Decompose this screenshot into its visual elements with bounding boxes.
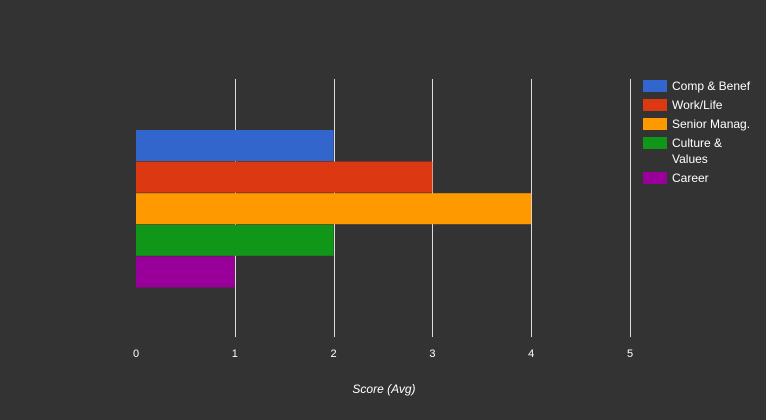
legend-label-line: Work/Life [672,98,723,112]
legend-label: Culture & Values [672,136,722,166]
legend-label-line: Senior Manag. [672,117,750,131]
legend-label: Work/Life [672,98,723,112]
x-tick-label: 4 [528,348,534,360]
bar-comp-benef [136,130,334,161]
x-tick-label: 2 [331,348,337,360]
legend-swatch [643,118,667,130]
x-tick-label: 1 [232,348,238,360]
legend-label: Comp & Benef [672,79,751,93]
x-tick-label: 3 [429,348,435,360]
legend-swatch [643,80,667,92]
legend-label: Senior Manag. [672,117,750,131]
legend-label: Career [672,171,709,185]
legend-swatch [643,99,667,111]
bars [136,130,532,288]
legend-item: Culture & Values [643,136,722,166]
bar-work-life [136,161,433,193]
legend-label-line: Values [672,152,708,166]
x-axis-tick-labels: 0 1 2 3 4 5 [133,348,633,360]
legend-swatch [643,137,667,149]
legend-label-line: Career [672,171,709,185]
bar-senior-manag [136,193,532,225]
bar-career [136,256,235,288]
bar-culture-values [136,224,334,256]
x-tick-label: 5 [627,348,633,360]
legend-swatch [643,172,667,184]
x-tick-label: 0 [133,348,139,360]
legend-item: Comp & Benef [643,79,751,93]
legend-label-line: Comp & Benef [672,79,751,93]
legend: Comp & Benef Work/Life Senior Manag. Cultur… [643,79,751,185]
legend-item: Senior Manag. [643,117,750,131]
legend-item: Career [643,171,709,185]
x-axis-title: Score (Avg) [352,382,415,396]
legend-item: Work/Life [643,98,723,112]
legend-label-line: Culture & [672,136,722,150]
